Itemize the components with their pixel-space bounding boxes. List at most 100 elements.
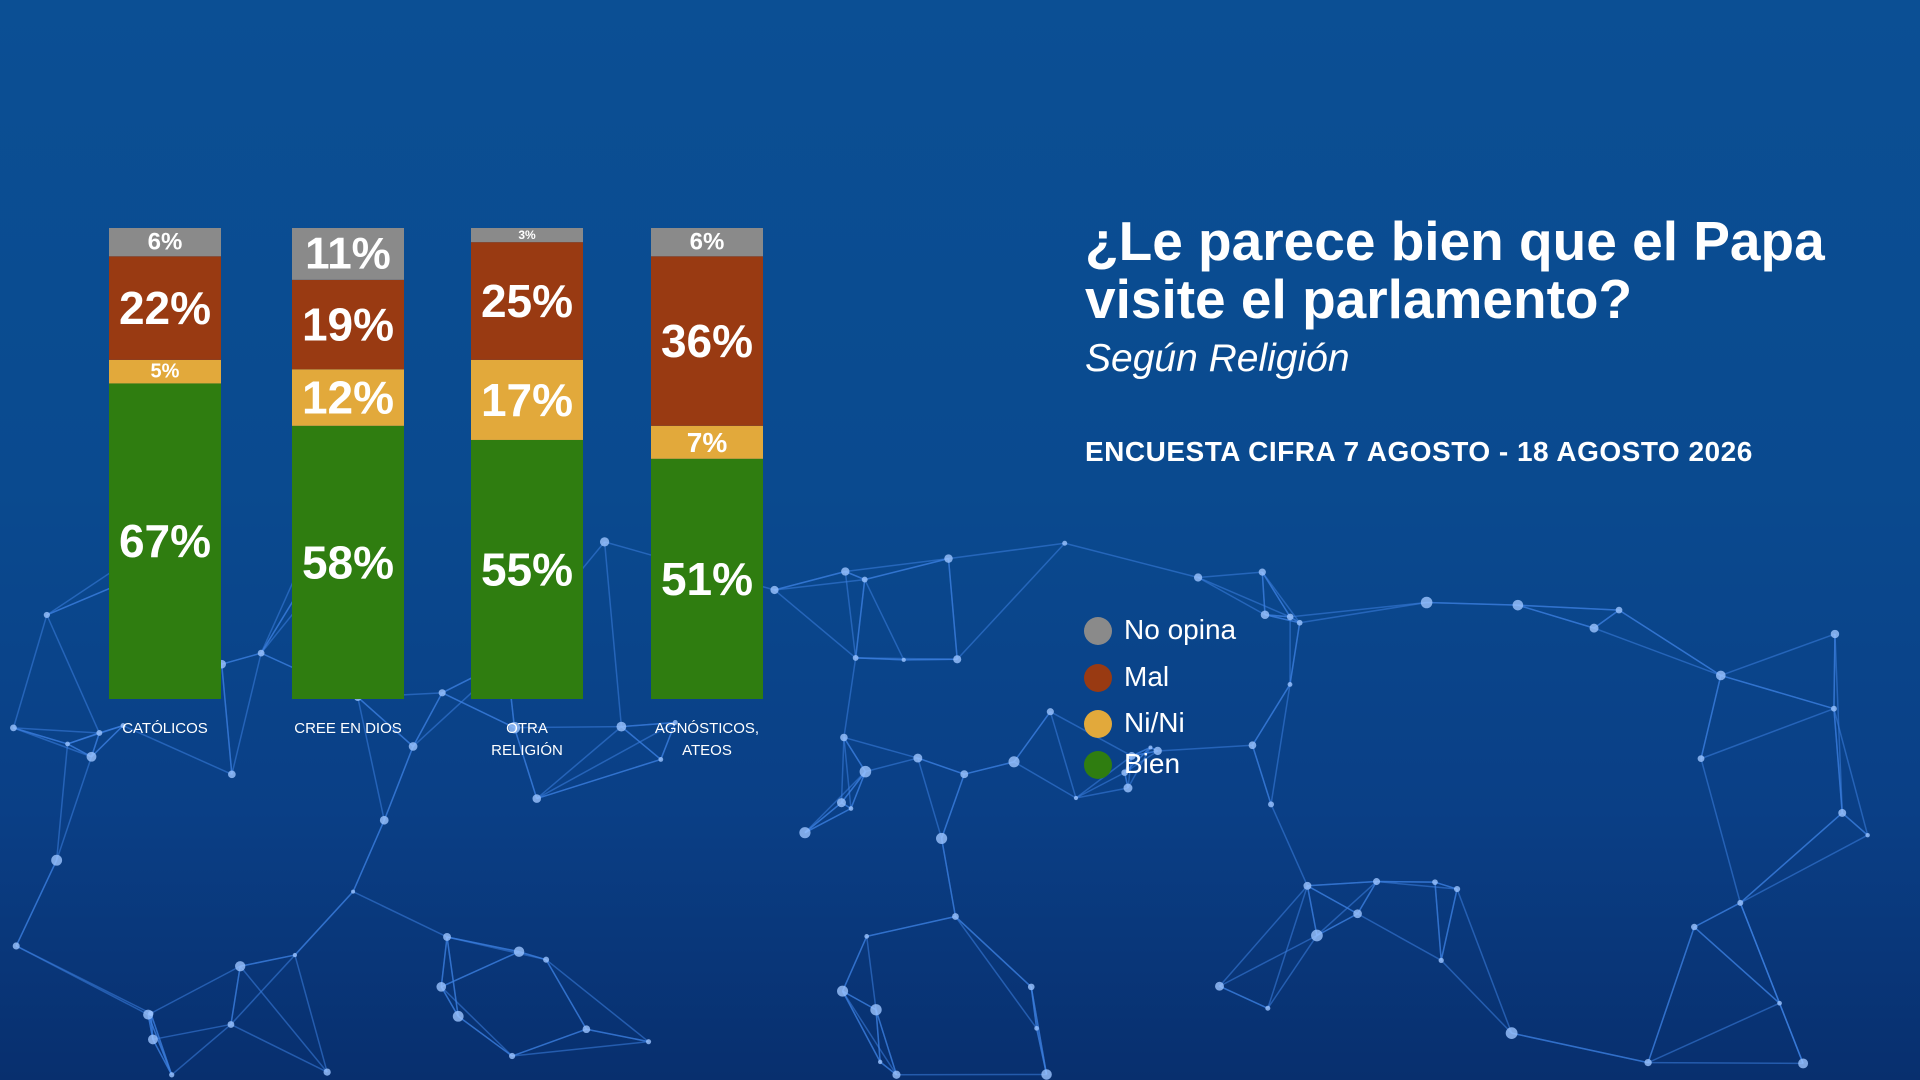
network-node <box>532 794 542 803</box>
network-line <box>1833 634 1836 709</box>
network-line <box>1720 674 1835 710</box>
network-line <box>1376 880 1435 883</box>
value-label: 11% <box>305 229 391 278</box>
network-line <box>457 1015 513 1057</box>
network-line <box>850 771 867 809</box>
network-node <box>877 1059 883 1065</box>
network-line <box>150 965 241 1015</box>
network-line <box>1700 758 1742 904</box>
network-node <box>1062 540 1068 546</box>
network-line <box>440 950 520 988</box>
network-node <box>379 815 389 825</box>
network-line <box>842 990 877 1011</box>
bar-segment <box>471 439 583 699</box>
network-line <box>843 736 919 759</box>
network-line <box>1739 902 1781 1004</box>
network-node <box>1798 1058 1809 1069</box>
network-line <box>1693 926 1781 1004</box>
network-line <box>357 696 414 748</box>
network-node <box>799 827 811 839</box>
network-line <box>845 557 949 573</box>
network-line <box>1290 601 1427 618</box>
network-node <box>1512 599 1524 611</box>
bar-segment <box>109 383 221 699</box>
value-label: 36% <box>661 315 753 367</box>
network-node <box>1265 1005 1271 1011</box>
network-line <box>774 578 865 591</box>
network-node <box>96 729 103 736</box>
network-node <box>936 832 948 845</box>
network-node <box>543 956 550 963</box>
network-line <box>1739 812 1843 904</box>
network-node <box>1505 1027 1518 1040</box>
network-line <box>1251 684 1291 746</box>
network-line <box>55 743 69 861</box>
network-line <box>13 727 68 745</box>
network-node <box>1453 885 1461 893</box>
network-line <box>843 737 867 773</box>
network-line <box>956 542 1066 660</box>
legend-label: Bien <box>1124 748 1181 779</box>
network-node <box>1373 878 1381 886</box>
network-node <box>143 1009 154 1020</box>
network-node <box>228 770 236 779</box>
network-line <box>230 954 296 1025</box>
legend-marker <box>1084 710 1112 738</box>
network-line <box>1700 675 1722 759</box>
network-line <box>12 614 48 729</box>
network-node <box>1303 881 1312 890</box>
network-line <box>412 692 443 747</box>
network-node <box>1420 596 1433 609</box>
network-node <box>513 946 525 957</box>
network-line <box>357 697 385 821</box>
network-node <box>852 655 859 661</box>
network-line <box>660 722 676 760</box>
network-node <box>864 934 870 939</box>
network-line <box>1357 913 1442 961</box>
network-line <box>1261 571 1291 618</box>
network-line <box>1434 881 1458 890</box>
network-line <box>352 890 448 938</box>
x-tick-label: CREE EN DIOS <box>294 720 402 737</box>
network-node <box>351 889 356 894</box>
network-node <box>1697 755 1705 763</box>
network-line <box>586 1028 649 1043</box>
network-node <box>1041 1069 1052 1080</box>
network-node <box>848 806 854 811</box>
network-node <box>1838 808 1847 817</box>
network-line <box>875 1009 881 1062</box>
network-line <box>1049 711 1077 799</box>
network-line <box>1517 604 1595 629</box>
network-node <box>1777 1000 1782 1006</box>
network-line <box>1289 622 1301 685</box>
network-line <box>954 916 1038 1029</box>
network-node <box>841 567 850 576</box>
network-line <box>875 1009 898 1075</box>
network-node <box>616 721 627 732</box>
network-node <box>1148 745 1153 750</box>
network-line <box>46 614 101 734</box>
network-line <box>1267 935 1318 1009</box>
network-line <box>1511 1032 1649 1064</box>
network-node <box>227 1021 235 1028</box>
network-line <box>964 761 1015 775</box>
network-node <box>870 1004 882 1016</box>
network-line <box>1618 609 1722 677</box>
network-line <box>352 819 385 892</box>
network-node <box>1615 606 1623 614</box>
network-line <box>536 721 676 800</box>
network-node <box>169 1072 175 1078</box>
network-line <box>1219 934 1318 987</box>
x-tick-label: CATÓLICOS <box>122 720 208 737</box>
network-line <box>940 838 957 917</box>
network-node <box>1215 981 1224 991</box>
network-line <box>1127 747 1152 789</box>
network-line <box>67 732 100 745</box>
network-node <box>508 721 521 734</box>
network-line <box>545 959 588 1030</box>
network-line <box>1778 1002 1804 1064</box>
legend-marker <box>1084 751 1112 779</box>
network-line <box>865 936 877 1010</box>
bar-segment <box>109 256 221 360</box>
